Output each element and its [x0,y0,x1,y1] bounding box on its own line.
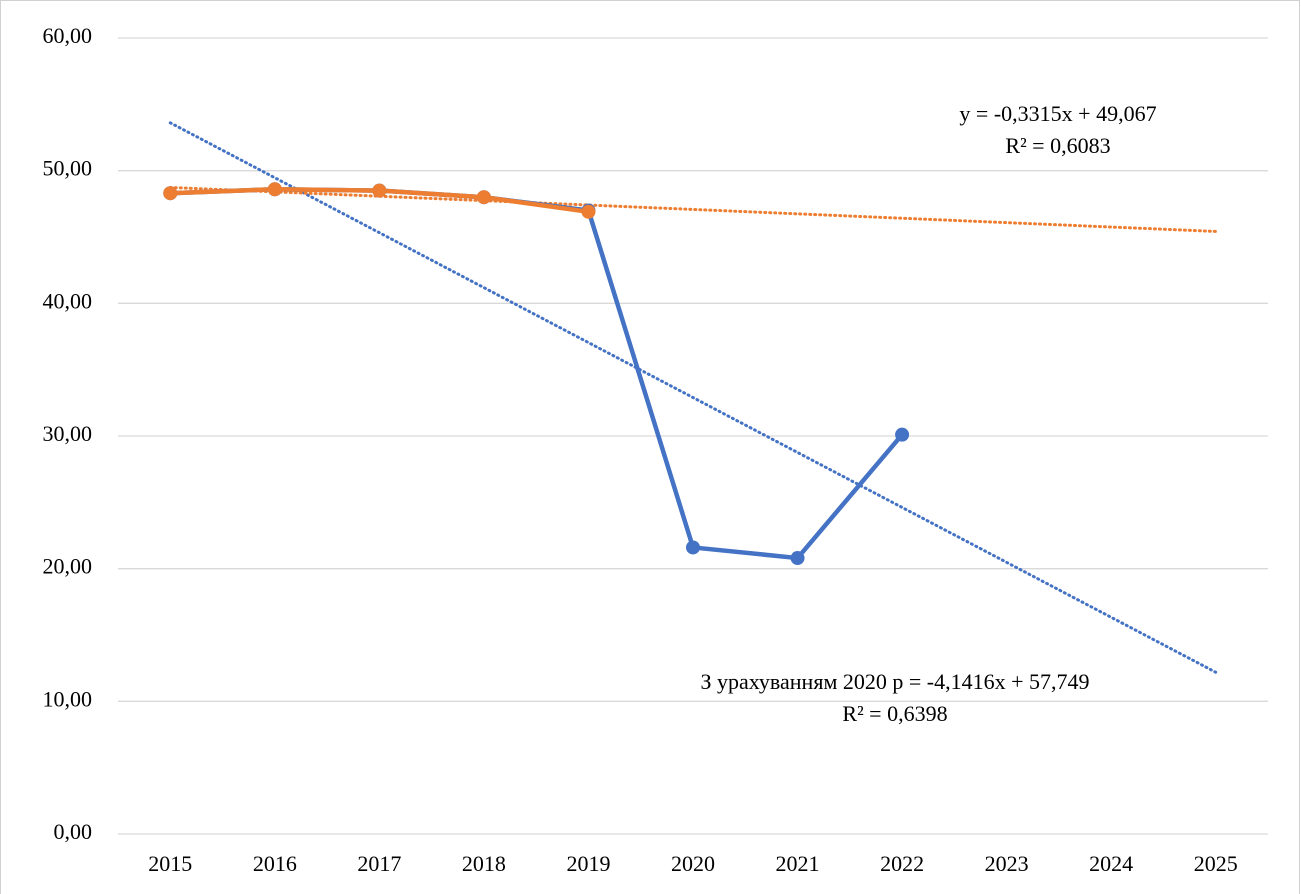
series-marker [895,427,910,442]
series-marker [163,186,178,201]
trendline [168,185,1218,233]
y-tick-label: 30,00 [43,421,93,446]
y-tick-label: 50,00 [43,156,93,181]
x-tick-label: 2018 [462,851,506,876]
x-tick-label: 2020 [671,851,715,876]
y-tick-label: 60,00 [43,23,93,48]
trendline-equation: y = -0,3315x + 49,067 [959,101,1156,126]
x-tick-label: 2022 [880,851,924,876]
series-marker [476,190,491,205]
series-marker [267,182,282,197]
x-tick-label: 2025 [1194,851,1238,876]
x-tick-label: 2017 [357,851,401,876]
x-tick-label: 2023 [985,851,1029,876]
y-tick-label: 40,00 [43,288,93,313]
series-marker [790,551,805,566]
x-tick-label: 2015 [148,851,192,876]
trendline-equation: З урахуванням 2020 р = -4,1416x + 57,749 [700,669,1089,694]
series-marker [686,540,700,555]
y-tick-label: 10,00 [43,686,93,711]
series-marker [372,183,387,198]
y-tick-label: 20,00 [43,554,93,579]
x-tick-label: 2016 [253,851,297,876]
trendline [168,121,1218,674]
y-tick-label: 0,00 [54,819,93,844]
x-tick-label: 2021 [776,851,820,876]
x-tick-label: 2024 [1089,851,1133,876]
trendline-r2: R² = 0,6398 [842,701,947,726]
x-tick-label: 2019 [566,851,610,876]
trendline-r2: R² = 0,6083 [1005,133,1110,158]
series-marker [581,204,596,219]
